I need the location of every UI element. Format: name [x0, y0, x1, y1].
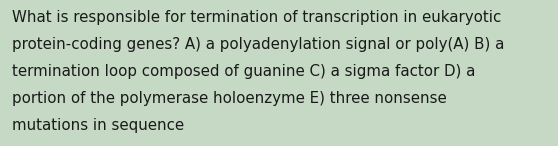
Text: portion of the polymerase holoenzyme E) three nonsense: portion of the polymerase holoenzyme E) … [12, 91, 447, 106]
Text: mutations in sequence: mutations in sequence [12, 118, 184, 133]
Text: termination loop composed of guanine C) a sigma factor D) a: termination loop composed of guanine C) … [12, 64, 475, 79]
Text: protein-coding genes? A) a polyadenylation signal or poly(A) B) a: protein-coding genes? A) a polyadenylati… [12, 37, 504, 52]
Text: What is responsible for termination of transcription in eukaryotic: What is responsible for termination of t… [12, 10, 502, 25]
